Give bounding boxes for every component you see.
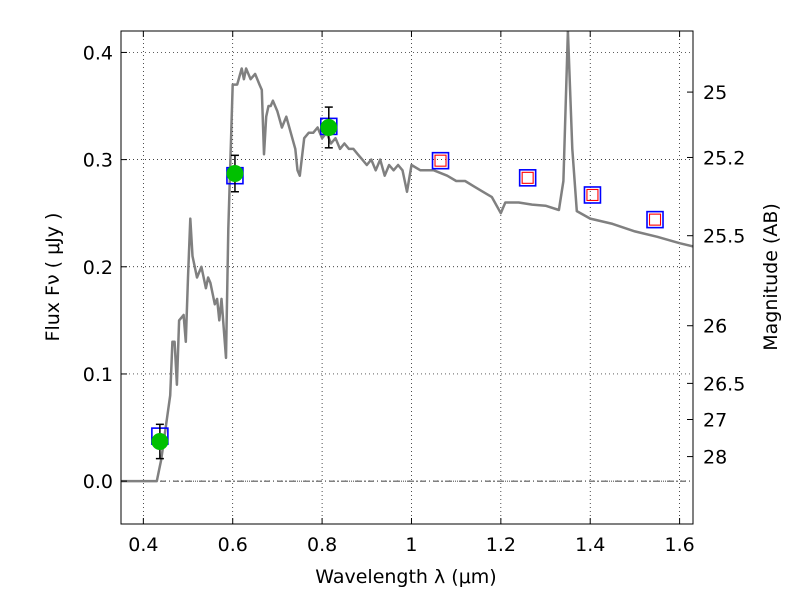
x-tick-label: 0.8 xyxy=(307,534,337,556)
model-photometry-square xyxy=(583,186,602,204)
mag-tick-label: 28 xyxy=(703,447,727,469)
plot-data xyxy=(121,31,693,483)
upper-limit-square xyxy=(648,213,662,226)
upper-limit-square xyxy=(434,154,447,167)
grid-lines xyxy=(121,31,693,524)
model-spectrum-line xyxy=(121,31,693,483)
mag-tick-label: 27 xyxy=(703,410,727,432)
plot-frame xyxy=(120,30,694,525)
y-tick-label: 0.1 xyxy=(83,364,113,386)
y-tick-label: 0.3 xyxy=(83,150,113,172)
right-axis-label: Magnitude (AB) xyxy=(760,203,782,351)
y-tick-label: 0.0 xyxy=(83,471,113,493)
x-tick-label: 0.4 xyxy=(128,534,158,556)
y-tick-label: 0.2 xyxy=(83,257,113,279)
x-tick-label: 1.6 xyxy=(664,534,694,556)
mag-tick-label: 25.2 xyxy=(703,147,745,169)
observed-flux-point xyxy=(151,432,169,450)
y-axis-label: Flux Fν ( μJy ) xyxy=(42,213,64,342)
x-axis-label: Wavelength λ (μm) xyxy=(315,566,496,588)
mag-tick-label: 25 xyxy=(703,82,727,104)
model-photometry-square xyxy=(431,151,450,170)
observed-flux-point xyxy=(226,165,244,183)
mag-tick-label: 26.5 xyxy=(703,373,745,395)
observed-flux-point xyxy=(320,118,338,136)
x-tick-label: 0.6 xyxy=(218,534,248,556)
upper-limit-square xyxy=(521,171,534,184)
upper-limit-square xyxy=(586,188,599,202)
x-tick-label: 1.4 xyxy=(575,534,605,556)
mag-tick-label: 26 xyxy=(703,316,727,338)
y-tick-label: 0.4 xyxy=(83,42,113,64)
x-tick-label: 1.2 xyxy=(486,534,516,556)
model-photometry-square xyxy=(518,169,537,187)
x-tick-label: 1 xyxy=(405,534,417,556)
axis-ticks: 0.4 0.6 0.8 1 1.2 1.4 1.6 0.0 0.1 0.2 0.3 0.4 25 25.2… xyxy=(83,31,745,556)
model-photometry-square xyxy=(646,210,664,229)
mag-tick-label: 25.5 xyxy=(703,226,745,248)
